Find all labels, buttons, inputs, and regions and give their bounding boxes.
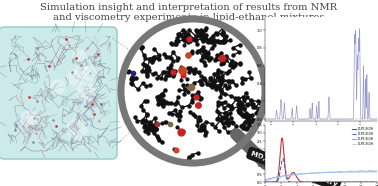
Circle shape (67, 119, 87, 140)
FancyBboxPatch shape (0, 27, 117, 159)
Circle shape (82, 65, 99, 81)
Legend: DLPE-EtOH, DLPE-EtOH, DLPE-EtOH, DLPE-EtOH: DLPE-EtOH, DLPE-EtOH, DLPE-EtOH, DLPE-Et… (351, 126, 375, 147)
Circle shape (121, 19, 265, 163)
Circle shape (20, 110, 37, 127)
Text: MD, NMR & Viscometry: MD, NMR & Viscometry (250, 150, 338, 186)
Circle shape (74, 64, 88, 78)
Circle shape (116, 14, 270, 168)
Circle shape (50, 79, 66, 94)
Circle shape (67, 69, 84, 87)
Text: Simulation insight and interpretation of results from NMR: Simulation insight and interpretation of… (40, 4, 338, 12)
Circle shape (76, 82, 96, 102)
Circle shape (72, 49, 86, 63)
Text: and viscometry experiments in lipid-ethanol mixtures: and viscometry experiments in lipid-etha… (53, 12, 325, 22)
